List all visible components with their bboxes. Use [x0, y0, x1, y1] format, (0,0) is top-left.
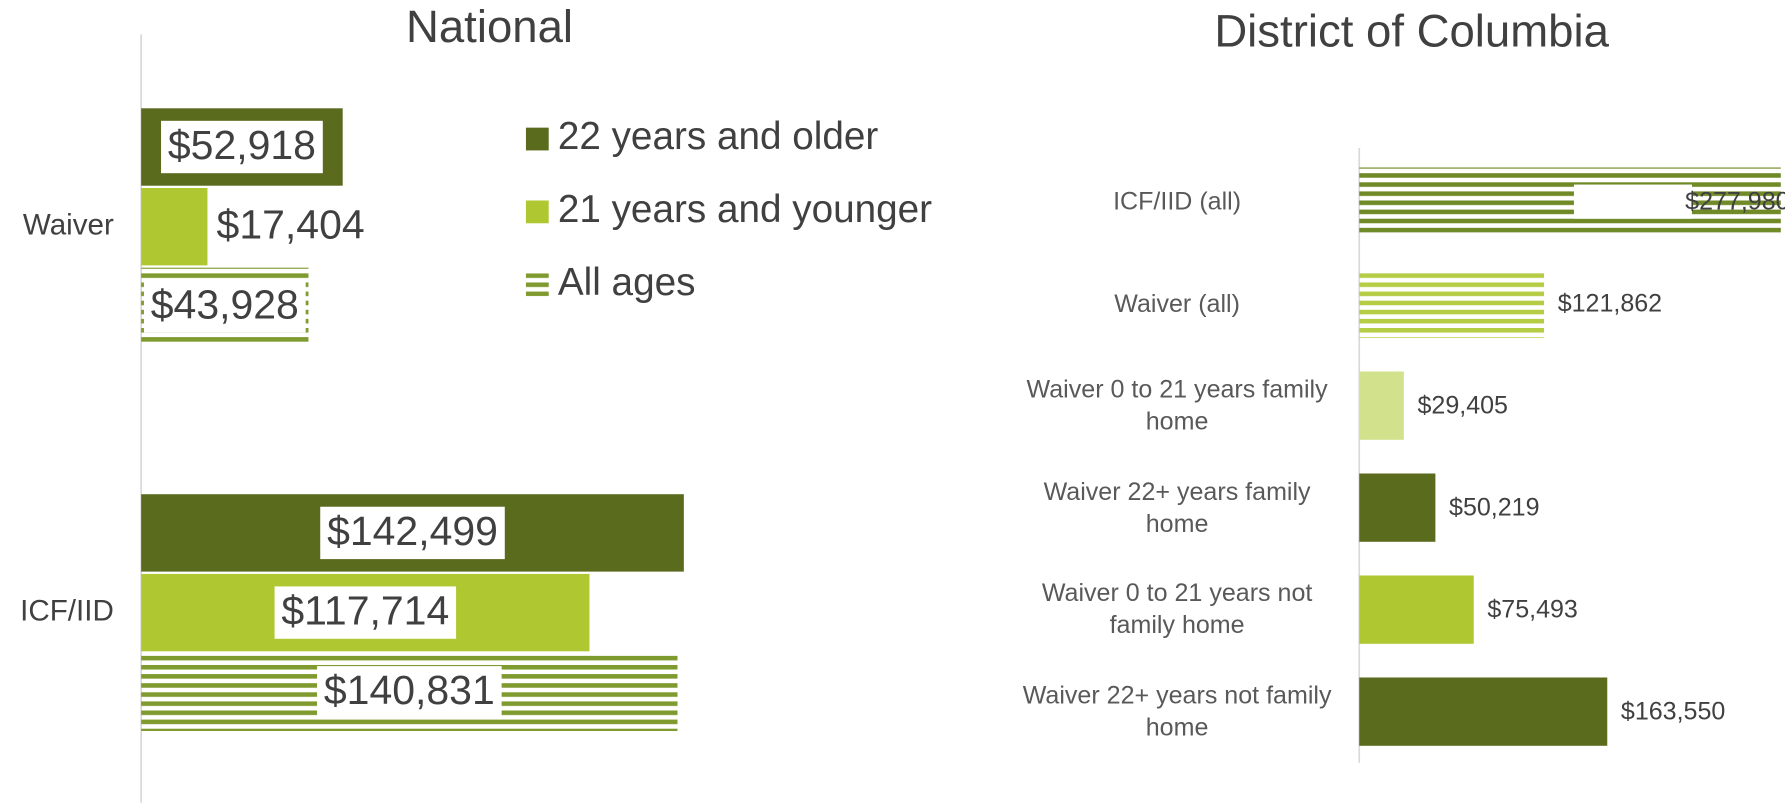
bar	[1359, 575, 1474, 644]
value-label: $140,831	[324, 667, 495, 713]
value-label: $117,714	[281, 588, 449, 634]
chart-title: District of Columbia	[1214, 5, 1609, 56]
category-label-box: Waiver 22+ years not family home	[1022, 680, 1332, 742]
category-label: ICF/IID (all)	[1113, 186, 1242, 216]
category-label-box: ICF/IID (all)	[1113, 186, 1242, 216]
value-label: $163,550	[1621, 697, 1725, 725]
legend-swatch	[525, 273, 549, 297]
value-label: $121,862	[1558, 289, 1662, 317]
bar	[1359, 473, 1436, 542]
bar	[1359, 677, 1608, 746]
category-label-box: Waiver (all)	[1114, 288, 1240, 318]
category-label: Waiver 0 to 21 years not family home	[1041, 578, 1313, 640]
bar	[1359, 269, 1545, 338]
value-label: $50,219	[1449, 493, 1539, 521]
value-label: $43,928	[151, 281, 299, 327]
value-label: $29,405	[1417, 391, 1507, 419]
bar	[1359, 371, 1404, 440]
category-label: Waiver 0 to 21 years family home	[1026, 374, 1328, 436]
value-label: $17,404	[217, 202, 365, 248]
category-label: Waiver 22+ years family home	[1043, 476, 1311, 538]
label-box	[143, 280, 306, 333]
legend-swatch	[525, 200, 549, 224]
category-label: Waiver (all)	[1114, 288, 1240, 318]
value-label: $52,918	[168, 122, 316, 168]
category-label: Waiver	[23, 209, 114, 242]
label-box	[274, 586, 457, 639]
label-box	[317, 666, 502, 719]
legend-label: 22 years and older	[558, 115, 879, 158]
value-label: $75,493	[1487, 595, 1577, 623]
legend-swatch	[525, 127, 549, 151]
chart-title: National	[406, 1, 573, 52]
label-box	[320, 506, 505, 560]
bar	[1359, 167, 1781, 236]
category-label: ICF/IID	[20, 594, 114, 627]
bar	[141, 187, 208, 266]
value-label: $142,499	[327, 508, 498, 554]
category-label-box: Waiver 0 to 21 years not family home	[1041, 578, 1313, 640]
value-label: $277,980	[1685, 187, 1785, 215]
category-label-box: Waiver 0 to 21 years family home	[1026, 374, 1328, 436]
legend-label: 21 years and younger	[558, 188, 932, 231]
legend-label: All ages	[558, 261, 696, 304]
category-label-box: Waiver 22+ years family home	[1043, 476, 1311, 538]
category-label: Waiver 22+ years not family home	[1022, 680, 1332, 742]
label-box	[161, 120, 323, 174]
label-box	[1573, 184, 1693, 219]
